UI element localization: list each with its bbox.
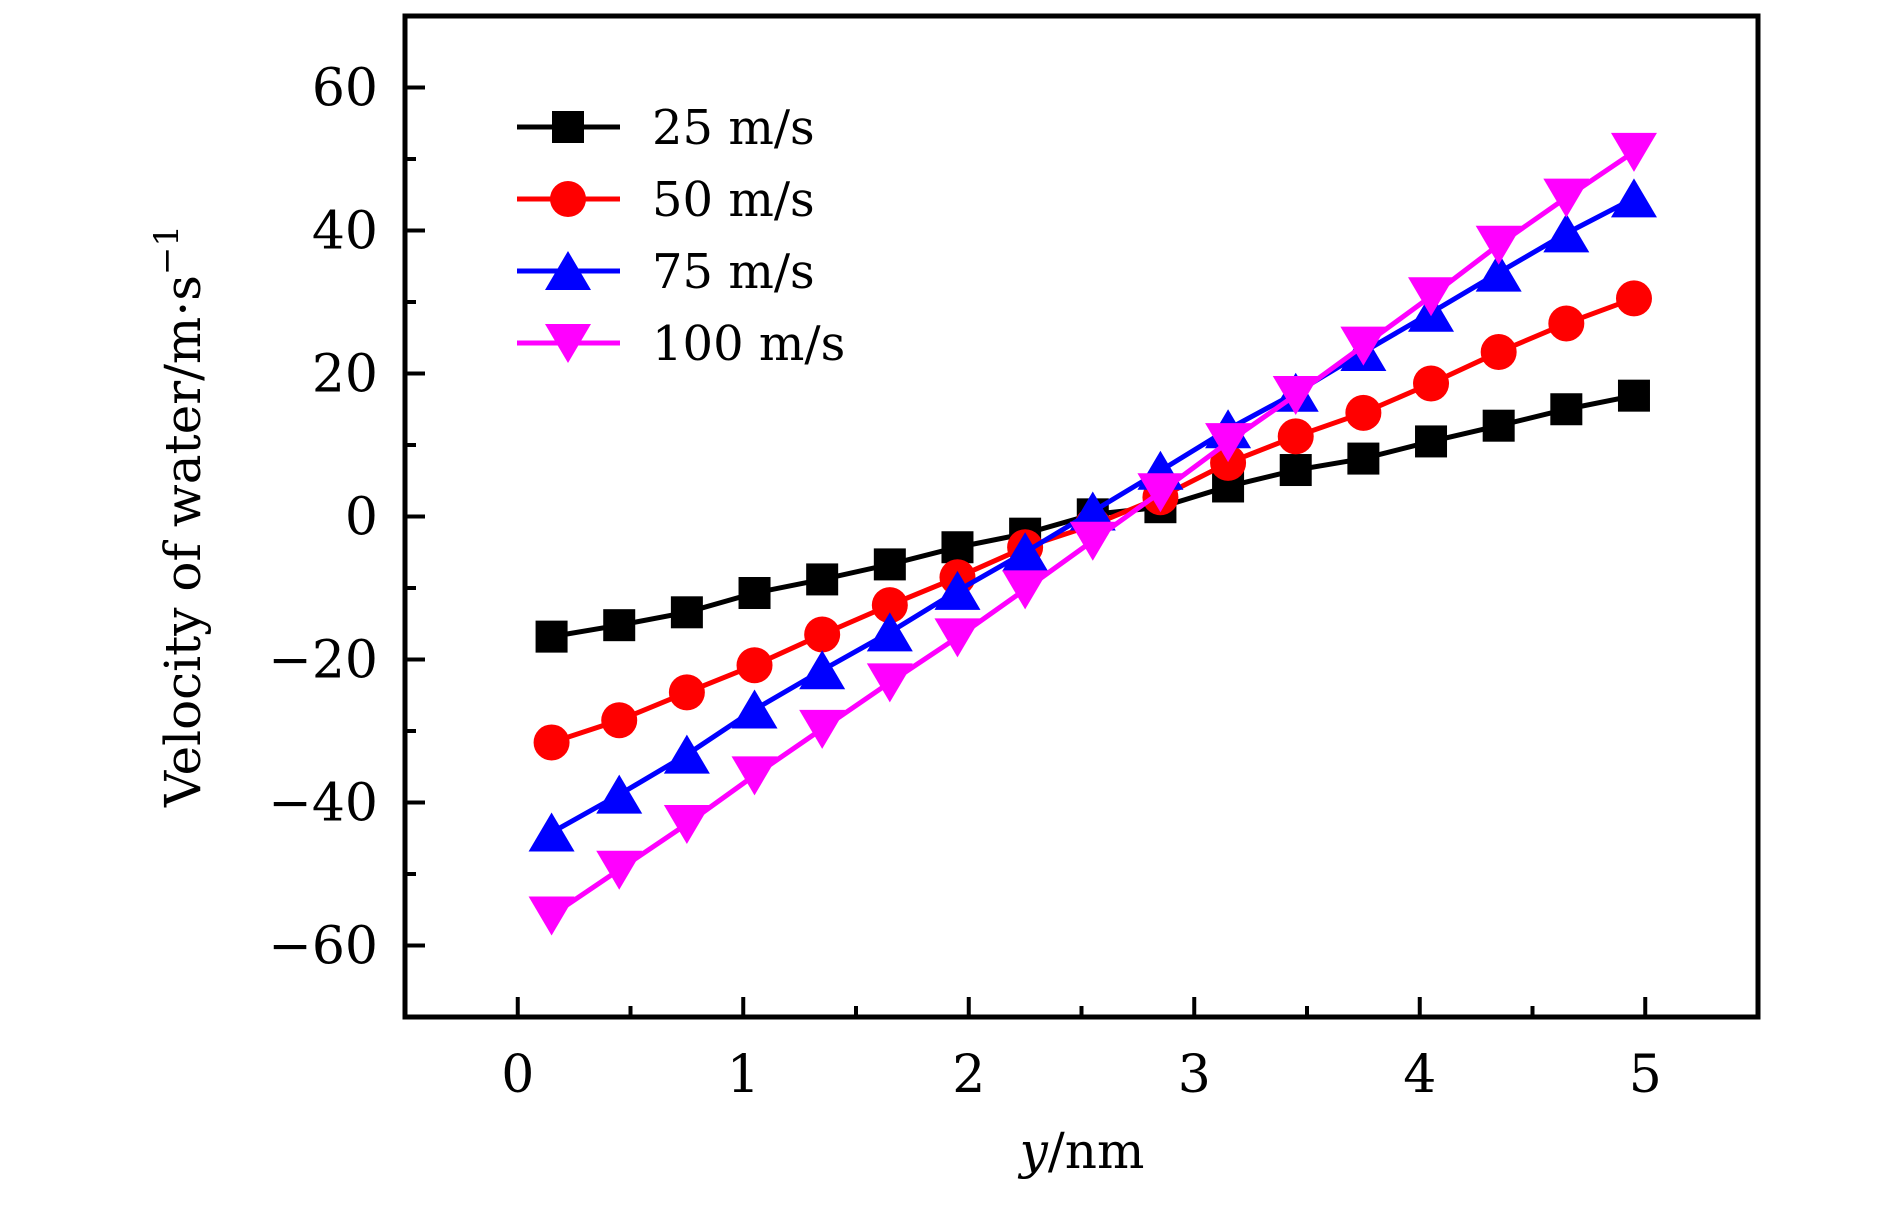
data-point <box>934 570 981 610</box>
data-point <box>871 587 908 624</box>
data-point <box>663 804 710 844</box>
legend-marker <box>550 181 586 217</box>
legend-item: 25 m/s <box>517 100 815 156</box>
y-tick-label: 40 <box>312 202 378 262</box>
data-point <box>736 647 773 684</box>
data-point <box>596 774 643 814</box>
axis-ticks <box>405 85 1648 1017</box>
data-point <box>1617 379 1650 412</box>
data-point <box>873 548 906 581</box>
y-axis-label: Velocity of water/m·s−1 <box>147 225 212 808</box>
legend-item: 100 m/s <box>517 316 845 372</box>
y-axis-label-main: Velocity of water/m·s <box>154 275 212 808</box>
data-point <box>596 850 643 890</box>
data-point <box>1069 521 1116 561</box>
x-tick-label: 5 <box>1629 1045 1662 1105</box>
legend-marker <box>545 324 591 363</box>
data-point <box>603 609 636 642</box>
data-point <box>668 674 705 711</box>
data-point <box>866 663 913 703</box>
data-point <box>1480 334 1517 371</box>
data-point <box>1210 444 1247 481</box>
data-point <box>1610 178 1657 218</box>
data-point <box>1347 442 1380 475</box>
data-point <box>799 709 846 749</box>
y-tick-label: −40 <box>268 774 378 834</box>
data-point <box>1345 394 1382 431</box>
x-axis-label-italic: y <box>1018 1122 1049 1180</box>
data-point <box>1205 423 1252 463</box>
legend-label: 100 m/s <box>652 316 845 372</box>
data-point <box>663 734 710 774</box>
data-point <box>528 896 575 936</box>
axis-tick-labels: 0 1 2 3 4 5 60 40 20 0 −20 −40 −60 <box>268 59 1662 1106</box>
data-point <box>1069 491 1116 531</box>
data-point <box>799 650 846 690</box>
data-point <box>1482 409 1515 442</box>
y-tick-label: 60 <box>312 59 378 119</box>
x-tick-label: 4 <box>1403 1045 1436 1105</box>
data-point <box>1340 326 1387 366</box>
data-point <box>1615 280 1652 317</box>
data-point <box>934 618 981 658</box>
y-tick-label: 20 <box>312 345 378 405</box>
x-tick-label: 1 <box>727 1045 760 1105</box>
data-point <box>533 724 570 761</box>
data-point <box>528 812 575 852</box>
data-point <box>1279 454 1312 487</box>
data-point <box>1550 393 1583 426</box>
data-point <box>738 577 771 610</box>
data-point <box>1408 277 1455 317</box>
data-point <box>1413 365 1450 402</box>
x-axis-label: y/nm <box>1018 1122 1145 1180</box>
legend-item: 75 m/s <box>517 244 815 300</box>
legend-marker <box>545 251 591 290</box>
data-point <box>1548 305 1585 342</box>
y-tick-label: −20 <box>268 631 378 691</box>
y-tick-label: 0 <box>345 488 378 548</box>
data-point <box>804 616 841 653</box>
y-axis-label-exponent: −1 <box>147 225 187 275</box>
data-point <box>535 620 568 653</box>
data-point <box>1610 132 1657 172</box>
data-point <box>1277 418 1314 455</box>
data-point <box>670 596 703 629</box>
data-point <box>601 702 638 739</box>
legend-label: 50 m/s <box>652 172 815 228</box>
data-point <box>1475 252 1522 292</box>
series-100-m-s <box>528 132 1657 936</box>
x-tick-label: 2 <box>952 1045 985 1105</box>
data-point <box>806 563 839 596</box>
series-layer <box>528 132 1657 936</box>
data-point <box>1415 425 1448 458</box>
data-point <box>1543 213 1590 253</box>
data-point <box>1002 570 1049 610</box>
data-point <box>1272 375 1319 415</box>
data-point <box>1137 473 1184 513</box>
legend-label: 25 m/s <box>652 100 815 156</box>
legend-item: 50 m/s <box>517 172 815 228</box>
legend: 25 m/s 50 m/s 75 m/s 100 m/s <box>517 100 845 372</box>
legend-marker <box>552 111 584 143</box>
x-tick-label: 0 <box>501 1045 534 1105</box>
data-point <box>866 612 913 652</box>
data-point <box>731 689 778 729</box>
legend-label: 75 m/s <box>652 244 815 300</box>
data-point <box>1475 225 1522 265</box>
data-point <box>941 531 974 564</box>
data-point <box>1543 178 1590 218</box>
x-axis-label-unit: /nm <box>1048 1122 1144 1180</box>
x-tick-label: 3 <box>1178 1045 1211 1105</box>
y-tick-label: −60 <box>268 917 378 977</box>
data-point <box>731 756 778 796</box>
data-point <box>1002 532 1049 572</box>
